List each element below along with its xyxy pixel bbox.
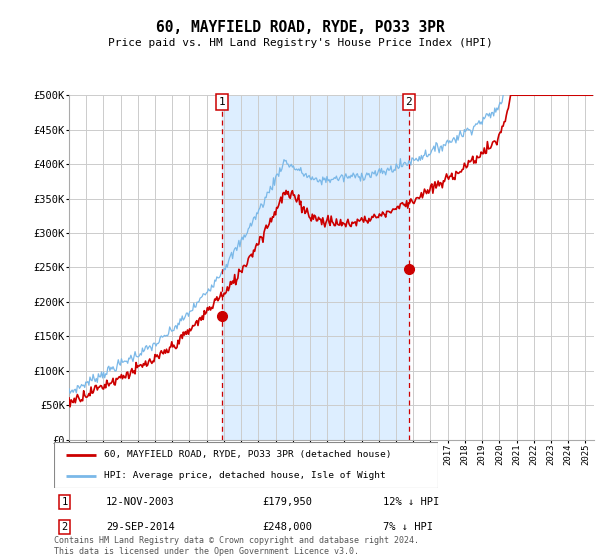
Text: 60, MAYFIELD ROAD, RYDE, PO33 3PR (detached house): 60, MAYFIELD ROAD, RYDE, PO33 3PR (detac… xyxy=(104,450,391,459)
Text: HPI: Average price, detached house, Isle of Wight: HPI: Average price, detached house, Isle… xyxy=(104,472,386,480)
Text: 12-NOV-2003: 12-NOV-2003 xyxy=(106,497,175,507)
Text: 7% ↓ HPI: 7% ↓ HPI xyxy=(383,521,433,531)
Text: 12% ↓ HPI: 12% ↓ HPI xyxy=(383,497,439,507)
Text: 60, MAYFIELD ROAD, RYDE, PO33 3PR: 60, MAYFIELD ROAD, RYDE, PO33 3PR xyxy=(155,20,445,35)
Text: 2: 2 xyxy=(61,521,68,531)
Bar xyxy=(221,95,409,440)
Text: 29-SEP-2014: 29-SEP-2014 xyxy=(106,521,175,531)
Text: Contains HM Land Registry data © Crown copyright and database right 2024.
This d: Contains HM Land Registry data © Crown c… xyxy=(54,536,419,556)
Text: Price paid vs. HM Land Registry's House Price Index (HPI): Price paid vs. HM Land Registry's House … xyxy=(107,38,493,48)
Text: 1: 1 xyxy=(61,497,68,507)
Text: £179,950: £179,950 xyxy=(263,497,313,507)
Text: 2: 2 xyxy=(406,97,412,108)
Text: £248,000: £248,000 xyxy=(263,521,313,531)
Text: 1: 1 xyxy=(218,97,225,108)
